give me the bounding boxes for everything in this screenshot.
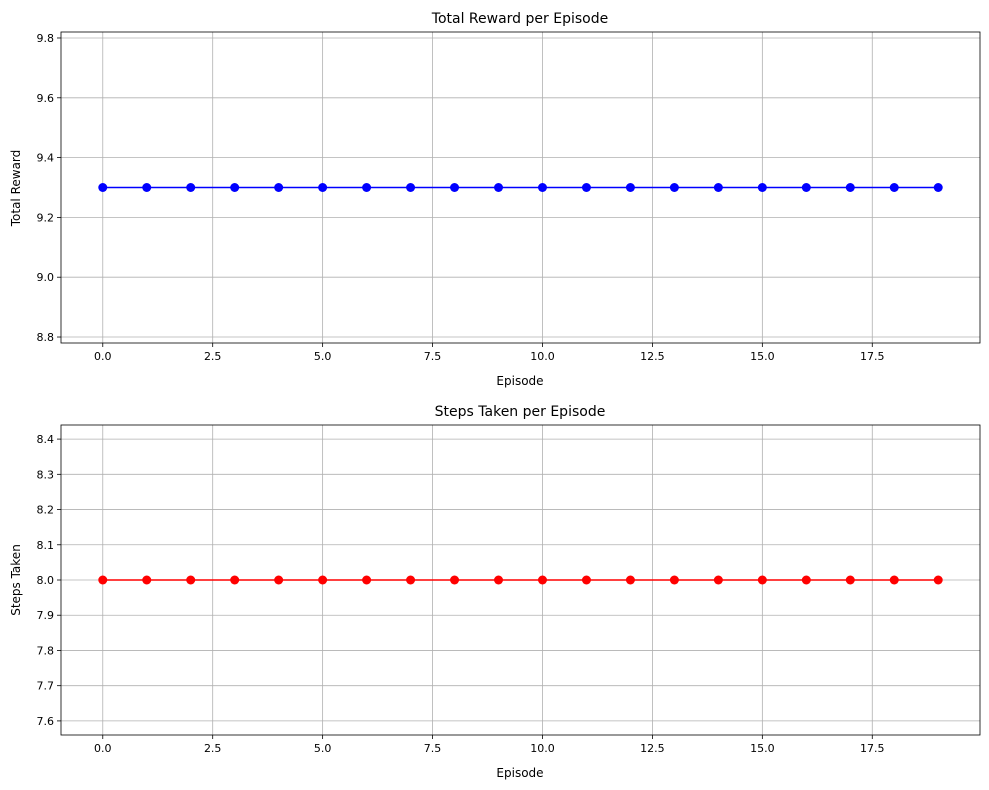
steps-x-tick-label: 17.5	[860, 742, 885, 755]
steps-y-tick-label: 8.3	[37, 468, 55, 481]
steps-data-point	[362, 575, 372, 585]
steps-data-point	[230, 575, 240, 585]
steps-y-tick-label: 8.1	[37, 539, 55, 552]
steps-data-point	[933, 575, 943, 585]
reward-data-point	[494, 183, 504, 192]
reward-data-point	[537, 183, 547, 192]
reward-y-tick-label: 9.4	[37, 152, 55, 165]
reward-data-point	[889, 183, 899, 192]
reward-x-tick-label: 17.5	[860, 350, 885, 363]
steps-y-tick-label: 8.4	[37, 433, 55, 446]
reward-data-point	[933, 183, 943, 192]
steps-data-point	[845, 575, 855, 585]
steps-y-tick-label: 7.7	[37, 680, 55, 693]
reward-data-point	[757, 183, 767, 192]
reward-data-point	[669, 183, 679, 192]
reward-chart: Total Reward per Episode Episode Total R…	[9, 11, 608, 388]
steps-data-point	[318, 575, 328, 585]
steps-x-tick-label: 10.0	[530, 742, 555, 755]
steps-data-point	[581, 575, 591, 585]
steps-data-point	[186, 575, 196, 585]
steps-y-tick-label: 8.2	[37, 504, 55, 517]
reward-data-point	[801, 183, 811, 192]
steps-x-axis-label: Episode	[496, 766, 543, 780]
steps-y-tick-label: 8.0	[37, 574, 55, 587]
steps-data-point	[669, 575, 679, 585]
steps-data-point	[450, 575, 460, 585]
reward-x-tick-label: 2.5	[204, 350, 222, 363]
reward-x-tick-label: 12.5	[640, 350, 665, 363]
steps-chart-title: Steps Taken per Episode	[435, 404, 606, 420]
reward-x-tick-label: 0.0	[94, 350, 112, 363]
steps-y-tick-label: 7.8	[37, 644, 55, 657]
reward-data-point	[713, 183, 723, 192]
reward-data-point	[406, 183, 416, 192]
reward-data-point	[581, 183, 591, 192]
steps-x-tick-label: 2.5	[204, 742, 222, 755]
steps-data-point	[757, 575, 767, 585]
reward-data-point	[318, 183, 328, 192]
reward-data-point	[186, 183, 196, 192]
reward-x-axis-label: Episode	[496, 374, 543, 388]
steps-chart: Steps Taken per Episode Episode Steps Ta…	[9, 404, 605, 780]
reward-x-tick-label: 15.0	[750, 350, 775, 363]
steps-data-point	[142, 575, 152, 585]
steps-plot-area: 0.0 2.5 5.0 7.5 10.0 12.5 15.0 17.5 7.6 7.7 7.8 7.9…	[37, 424, 981, 755]
reward-x-tick-label: 5.0	[314, 350, 332, 363]
reward-x-tick-label: 7.5	[424, 350, 442, 363]
reward-data-point	[274, 183, 284, 192]
steps-x-tick-label: 5.0	[314, 742, 332, 755]
reward-x-tick-label: 10.0	[530, 350, 555, 363]
reward-y-tick-label: 9.0	[37, 271, 55, 284]
reward-y-tick-label: 8.8	[37, 331, 55, 344]
reward-y-tick-label: 9.6	[37, 92, 55, 105]
steps-data-point	[889, 575, 899, 585]
reward-data-point	[230, 183, 240, 192]
steps-x-tick-label: 15.0	[750, 742, 775, 755]
reward-data-point	[450, 183, 460, 192]
steps-x-tick-label: 12.5	[640, 742, 665, 755]
steps-data-point	[494, 575, 504, 585]
reward-y-axis-label: Total Reward	[9, 150, 23, 228]
reward-data-point	[98, 183, 108, 192]
reward-axes-frame	[60, 31, 981, 344]
reward-plot-area: 0.0 2.5 5.0 7.5 10.0 12.5 15.0 17.5 8.8 9.0 9.2 9.4…	[37, 31, 981, 363]
reward-data-point	[142, 183, 152, 192]
steps-data-point	[406, 575, 416, 585]
reward-chart-title: Total Reward per Episode	[431, 11, 608, 27]
steps-y-tick-label: 7.6	[37, 715, 55, 728]
steps-data-point	[713, 575, 723, 585]
steps-y-tick-label: 7.9	[37, 609, 55, 622]
steps-x-tick-label: 7.5	[424, 742, 442, 755]
reward-data-point	[625, 183, 635, 192]
reward-y-tick-label: 9.8	[37, 32, 55, 45]
steps-data-point	[801, 575, 811, 585]
steps-y-axis-label: Steps Taken	[9, 544, 23, 616]
steps-data-point	[537, 575, 547, 585]
steps-data-point	[625, 575, 635, 585]
reward-data-point	[362, 183, 372, 192]
reward-data-point	[845, 183, 855, 192]
steps-data-point	[274, 575, 284, 585]
reward-y-tick-label: 9.2	[37, 211, 55, 224]
steps-data-point	[98, 575, 108, 585]
steps-x-tick-label: 0.0	[94, 742, 112, 755]
